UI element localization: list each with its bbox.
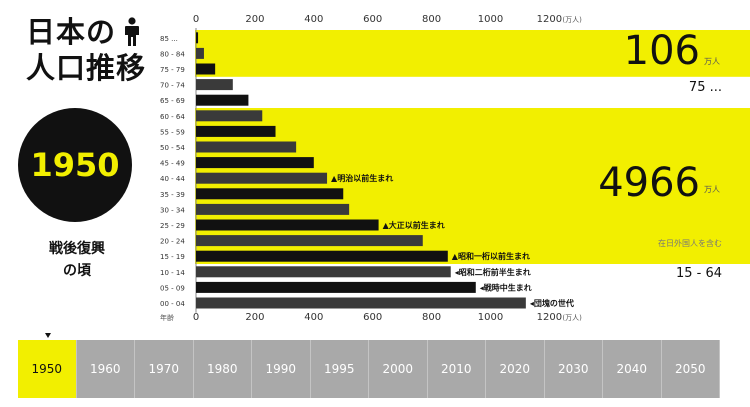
group-unit-15-64: 万人 <box>704 185 720 194</box>
timeline-year-2010[interactable]: 2010 <box>427 340 486 398</box>
x-axis-footer-label: 年齢 <box>160 313 174 322</box>
age-label: 50 - 54 <box>160 144 185 152</box>
group-unit-75-plus: 万人 <box>704 57 720 66</box>
bar <box>196 297 526 309</box>
x-tick-label-bottom: 1200 <box>537 312 562 323</box>
bar <box>196 188 344 200</box>
x-tick-label-bottom: 800 <box>422 312 441 323</box>
timeline-year-2030[interactable]: 2030 <box>544 340 603 398</box>
bar <box>196 172 328 184</box>
x-unit-label-bottom: (万人) <box>562 314 582 322</box>
timeline-marker-icon <box>45 333 51 338</box>
bar <box>196 63 216 75</box>
bar-annotation: ▲明治以前生まれ <box>331 173 393 183</box>
era-caption-line-2: の頃 <box>63 263 91 279</box>
x-tick-label-top: 800 <box>422 14 441 25</box>
bar <box>196 79 233 91</box>
population-pyramid-chart: 0 0 200 200 400 400 600 600 800 800 1000 1000 1200 12… <box>160 14 750 323</box>
bar <box>196 235 423 247</box>
x-tick-label-top: 1200 <box>537 14 562 25</box>
bar <box>196 266 451 278</box>
age-label: 55 - 59 <box>160 128 185 136</box>
title-line-2: 人口推移 <box>26 51 147 85</box>
bar <box>196 110 263 122</box>
age-label: 45 - 49 <box>160 160 185 168</box>
age-label: 35 - 39 <box>160 191 185 199</box>
bar <box>196 203 350 215</box>
x-tick-label-bottom: 1000 <box>478 312 503 323</box>
age-label: 05 - 09 <box>160 284 185 292</box>
timeline-year-1980[interactable]: 1980 <box>193 340 252 398</box>
group-label-75-plus: 75 ... <box>689 80 722 95</box>
bar <box>196 219 379 231</box>
timeline-year-2050[interactable]: 2050 <box>661 340 720 398</box>
timeline-year-2000[interactable]: 2000 <box>369 340 428 398</box>
timeline-year-1970[interactable]: 1970 <box>135 340 194 398</box>
group-total-75-plus: 106 <box>624 28 700 74</box>
x-tick-label-top: 0 <box>193 14 199 25</box>
group-note-15-64: 在日外国人を含む <box>658 238 722 248</box>
bar <box>196 250 448 262</box>
timeline-year-2040[interactable]: 2040 <box>603 340 662 398</box>
bar <box>196 281 476 293</box>
age-label: 30 - 34 <box>160 206 185 214</box>
age-label: 70 - 74 <box>160 82 185 90</box>
bar <box>196 94 249 106</box>
bar <box>196 141 297 153</box>
age-label: 15 - 19 <box>160 253 185 261</box>
age-label: 40 - 44 <box>160 175 185 183</box>
age-label: 00 - 04 <box>160 300 185 308</box>
x-unit-label-top: (万人) <box>562 16 582 24</box>
age-label: 85 ... <box>160 35 178 43</box>
age-label: 80 - 84 <box>160 50 185 58</box>
bar <box>196 32 199 44</box>
age-label: 10 - 14 <box>160 269 185 277</box>
x-tick-label-bottom: 0 <box>193 312 199 323</box>
group-total-15-64: 4966 <box>598 160 700 206</box>
age-label: 25 - 29 <box>160 222 185 230</box>
x-tick-label-top: 400 <box>304 14 323 25</box>
bar <box>196 157 314 169</box>
timeline-year-1960[interactable]: 1960 <box>76 340 135 398</box>
age-label: 60 - 64 <box>160 113 185 121</box>
x-tick-label-bottom: 600 <box>363 312 382 323</box>
bar-annotation: ▲大正以前生まれ <box>383 220 445 230</box>
x-tick-label-bottom: 200 <box>245 312 264 323</box>
x-tick-label-top: 600 <box>363 14 382 25</box>
title-line-1: 日本の <box>26 15 117 49</box>
bar-annotation: ◂戦時中生まれ <box>480 282 532 292</box>
timeline-year-1950[interactable]: 1950 <box>18 340 77 398</box>
bar-annotation: ▲昭和一桁以前生まれ <box>452 251 530 261</box>
timeline-year-1990[interactable]: 1990 <box>252 340 311 398</box>
era-caption-line-1: 戦後復興 <box>49 241 105 257</box>
year-timeline: 1950 1960 1970 1980 1990 1995 2000 2010 2020 2030… <box>18 340 720 398</box>
age-label: 75 - 79 <box>160 66 185 74</box>
x-tick-label-bottom: 400 <box>304 312 323 323</box>
bar <box>196 125 276 137</box>
age-label: 20 - 24 <box>160 238 185 246</box>
group-label-15-64: 15 - 64 <box>676 266 722 281</box>
bar-annotation: ◂昭和二桁前半生まれ <box>455 267 531 277</box>
age-label: 65 - 69 <box>160 97 185 105</box>
current-year-label: 1950 <box>30 146 120 184</box>
x-tick-label-top: 1000 <box>478 14 503 25</box>
timeline-year-2020[interactable]: 2020 <box>486 340 545 398</box>
era-caption: 戦後復興 の頃 <box>32 238 122 282</box>
person-icon <box>125 17 140 46</box>
x-tick-label-top: 200 <box>245 14 264 25</box>
current-year-badge: 1950 <box>18 108 132 222</box>
page-title: 日本の 人口推移 <box>26 14 146 86</box>
bar <box>196 47 204 59</box>
timeline-year-1995[interactable]: 1995 <box>310 340 369 398</box>
highlight-band-75-plus <box>195 30 750 77</box>
bar-annotation: ◂団塊の世代 <box>530 298 574 308</box>
